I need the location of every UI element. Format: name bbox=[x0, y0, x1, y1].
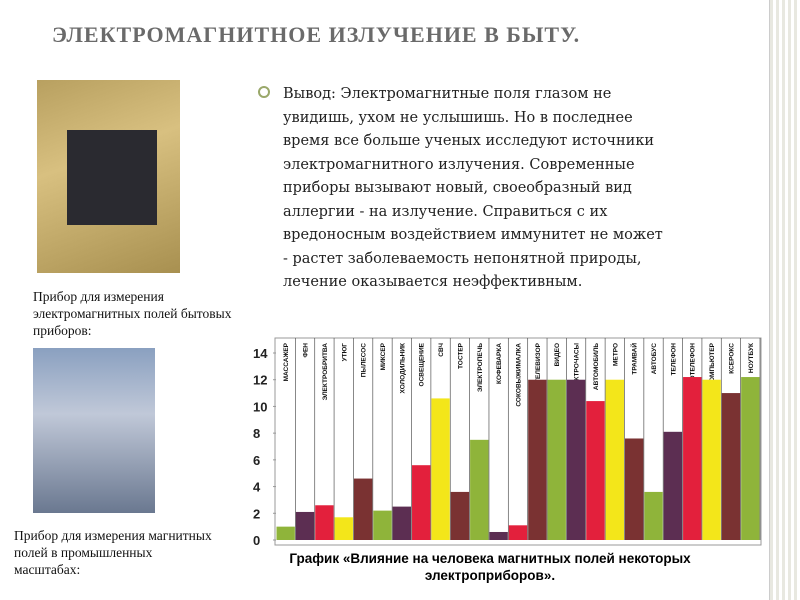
bar bbox=[489, 531, 508, 540]
category-label: ЭЛЕКТРОБРИТВА bbox=[322, 343, 329, 401]
conclusion: Вывод: Электромагнитные поля глазом не ув… bbox=[283, 83, 663, 295]
chart: 0 2 4 6 8 10 12 14 МАССАЖЕР ФЕН ЭЛЕКТРОБРИТВА УТЮГ П… bbox=[253, 337, 762, 548]
category-label: ХОЛОДИЛЬНИК bbox=[399, 343, 406, 393]
text-line: лечение оказывается неэффективным. bbox=[283, 274, 583, 290]
category-label: МИКСЕР bbox=[380, 342, 387, 370]
category-label: АВТОМОБИЛЬ bbox=[593, 343, 600, 390]
slide-title: ЭЛЕКТРОМАГНИТНОЕ ИЗЛУЧЕНИЕ В БЫТУ. bbox=[52, 22, 581, 47]
text-line: увидишь, ухом не услышишь. Но в последне… bbox=[283, 109, 633, 126]
y-tick-label: 6 bbox=[253, 453, 260, 468]
category-label: ТРАМВАЙ bbox=[630, 343, 639, 375]
bar bbox=[412, 465, 431, 540]
category-label: ВИДЕО bbox=[554, 343, 561, 366]
photo-caption: Прибор для измерения электромагнитных по… bbox=[33, 289, 232, 338]
bar bbox=[586, 401, 605, 540]
category-label: КСЕРОКС bbox=[728, 343, 735, 374]
bar bbox=[315, 505, 334, 540]
bullet bbox=[258, 86, 270, 98]
bar bbox=[663, 431, 683, 540]
text-line: Вывод: Электромагнитные поля глазом не bbox=[283, 86, 612, 102]
photo-caption: Прибор для измерения магнитных полей в п… bbox=[14, 528, 212, 577]
y-tick-label: 8 bbox=[253, 426, 260, 441]
category-label: ФЕН bbox=[303, 343, 310, 358]
bar bbox=[644, 491, 663, 540]
category-label: КОМПЬЮТЕР bbox=[709, 342, 716, 386]
photo bbox=[37, 80, 180, 273]
bar bbox=[741, 377, 760, 540]
decorative-stripe bbox=[769, 0, 800, 600]
y-tick-label: 12 bbox=[253, 373, 267, 388]
category-label: ЭЛЕКТРОЧАСЫ bbox=[574, 343, 581, 394]
bar bbox=[392, 506, 412, 540]
bar bbox=[702, 379, 721, 540]
y-tick-label: 2 bbox=[253, 506, 260, 521]
bar bbox=[528, 379, 547, 540]
y-tick-label: 14 bbox=[253, 346, 268, 361]
category-label: ТЕЛЕФОН bbox=[670, 343, 677, 376]
bar bbox=[373, 510, 392, 540]
bar bbox=[276, 526, 295, 540]
category-label: МЕТРО bbox=[612, 343, 619, 366]
category-label: КОФЕВАРКА bbox=[496, 343, 503, 384]
text-line: - растет заболеваемость непонятной приро… bbox=[283, 250, 642, 267]
chart-title: График «Влияние на человека магнитных по… bbox=[289, 551, 691, 583]
text-line: приборы вызывают новый, своеобразный вид bbox=[283, 180, 632, 196]
category-label: МАССАЖЕР bbox=[283, 342, 290, 381]
bar bbox=[547, 379, 566, 540]
bar bbox=[605, 379, 624, 540]
device bbox=[67, 130, 157, 225]
bar bbox=[470, 439, 489, 540]
bar bbox=[624, 438, 644, 540]
category-label: НОУТБУК bbox=[748, 343, 755, 373]
bar bbox=[353, 478, 373, 540]
bar bbox=[334, 517, 353, 540]
category-label: АВТОБУС bbox=[651, 343, 658, 375]
category-label: ТЕЛЕВИЗОР bbox=[535, 342, 542, 383]
category-label: ПЫЛЕСОС bbox=[361, 343, 368, 378]
bar bbox=[683, 377, 702, 540]
bar bbox=[450, 491, 470, 540]
photo bbox=[33, 348, 155, 513]
category-label: ЭЛЕКТРОПЕЧЬ bbox=[477, 343, 484, 392]
category-label: РАДИОТЕЛЕФОН bbox=[690, 343, 697, 399]
bar bbox=[721, 393, 741, 540]
text-line: вредоносным воздействием иммунитет не мо… bbox=[283, 227, 663, 243]
category-label: СВЧ bbox=[438, 343, 445, 357]
category-label: УТЮГ bbox=[341, 343, 348, 362]
bar bbox=[431, 398, 450, 540]
text-line: аллергии - на излучение. Справиться с их bbox=[283, 203, 608, 220]
y-tick-label: 0 bbox=[253, 533, 260, 548]
category-label: ОСВЕЩЕНИЕ bbox=[419, 342, 426, 386]
category-label: ТОСТЕР bbox=[457, 342, 464, 369]
bar bbox=[295, 511, 315, 540]
text-line: время все больше ученых исследуют источн… bbox=[283, 133, 655, 149]
y-tick-label: 10 bbox=[253, 399, 267, 414]
bar bbox=[508, 525, 528, 540]
category-label: СОКОВЫЖИМАЛКА bbox=[516, 343, 523, 407]
y-tick-label: 4 bbox=[253, 480, 261, 495]
bar bbox=[566, 379, 586, 540]
text-line: электромагнитного излучения. Современные bbox=[283, 156, 635, 173]
